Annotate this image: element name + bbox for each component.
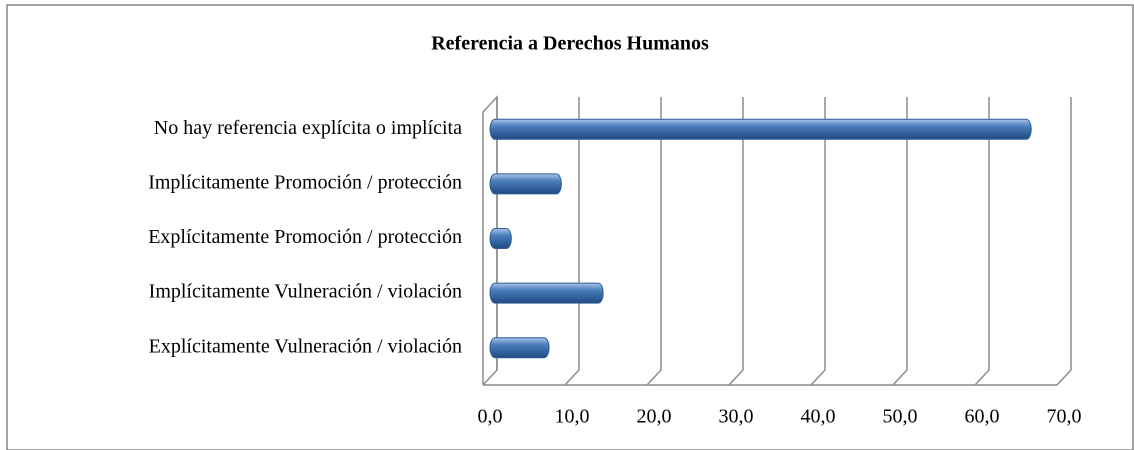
bar [489,282,604,304]
chart-frame [6,4,1134,450]
y-tick-label: Explícitamente Promoción / protección [148,226,462,248]
x-tick-label: 30,0 [719,406,754,428]
x-tick-label: 20,0 [637,406,672,428]
y-tick-label: Implícitamente Vulneración / violación [149,281,462,303]
grid-line [1056,97,1072,386]
y-tick-label: Explícitamente Vulneración / violación [149,335,462,357]
bar [489,173,562,195]
bar [489,228,512,249]
y-tick-label: No hay referencia explícita o implícita [154,117,462,139]
y-tick-label: Implícitamente Promoción / protección [148,171,462,193]
grid-line [892,97,908,386]
grid-line [728,97,744,386]
x-tick-label: 60,0 [965,406,1000,428]
grid-line [974,97,990,386]
bar [489,337,550,359]
x-tick-label: 0,0 [478,406,503,428]
bar [489,118,1032,140]
x-tick-label: 50,0 [883,406,918,428]
grid-line [646,97,662,386]
x-tick-label: 40,0 [801,406,836,428]
chart-title: Referencia a Derechos Humanos [431,33,709,55]
grid-line [810,97,826,386]
x-tick-label: 70,0 [1047,406,1082,428]
x-tick-label: 10,0 [555,406,590,428]
grid-line [564,97,580,386]
